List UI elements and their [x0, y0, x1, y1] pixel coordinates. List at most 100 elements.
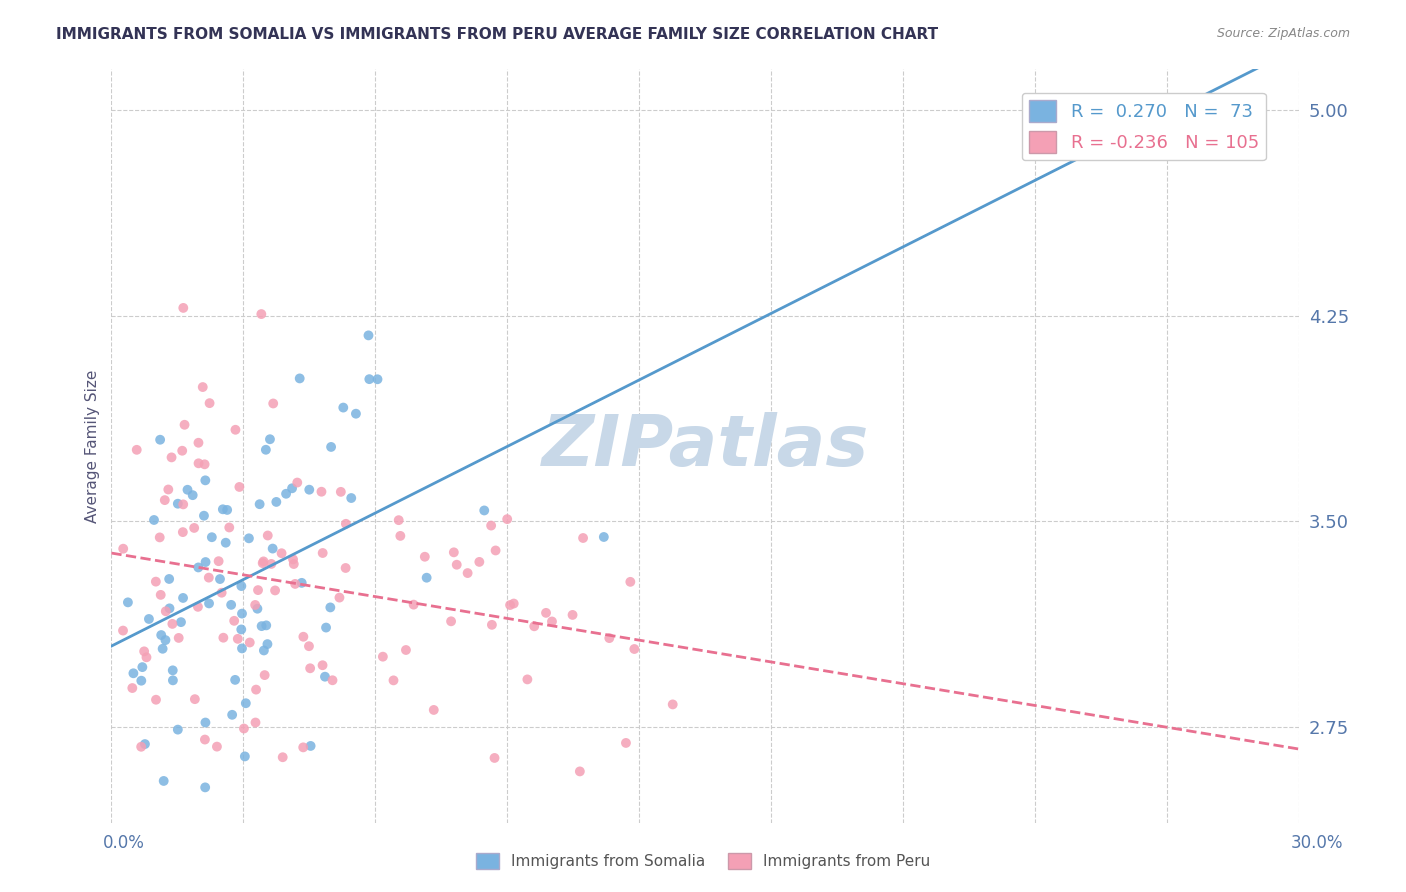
Point — [152, 641, 174, 656]
Point — [224, 673, 246, 687]
Point — [219, 598, 242, 612]
Point — [157, 572, 180, 586]
Point — [259, 432, 281, 446]
Point — [623, 642, 645, 657]
Point — [298, 639, 321, 653]
Point — [329, 484, 352, 499]
Point — [172, 525, 194, 540]
Point — [245, 682, 267, 697]
Point — [250, 619, 273, 633]
Point — [340, 491, 363, 505]
Point — [250, 307, 273, 321]
Point — [319, 440, 342, 454]
Point — [155, 633, 177, 648]
Point — [194, 715, 217, 730]
Point — [145, 574, 167, 589]
Point — [183, 521, 205, 535]
Point — [157, 483, 180, 497]
Legend: Immigrants from Somalia, Immigrants from Peru: Immigrants from Somalia, Immigrants from… — [470, 847, 936, 875]
Point — [402, 598, 425, 612]
Point — [122, 666, 145, 681]
Point — [247, 583, 270, 598]
Point — [479, 518, 502, 533]
Point — [121, 681, 143, 695]
Point — [468, 555, 491, 569]
Point — [159, 601, 181, 615]
Point — [541, 615, 564, 629]
Point — [568, 764, 591, 779]
Point — [198, 396, 221, 410]
Point — [187, 599, 209, 614]
Point — [502, 597, 524, 611]
Point — [598, 631, 620, 645]
Point — [129, 739, 152, 754]
Point — [270, 546, 292, 560]
Point — [152, 774, 174, 789]
Point — [112, 624, 135, 638]
Point — [371, 649, 394, 664]
Point — [207, 554, 229, 568]
Point — [344, 407, 367, 421]
Point — [572, 531, 595, 545]
Point — [366, 372, 388, 386]
Point — [187, 435, 209, 450]
Point — [262, 396, 284, 410]
Point — [181, 488, 204, 502]
Point — [321, 673, 343, 688]
Point — [283, 557, 305, 571]
Point — [238, 531, 260, 545]
Point — [292, 740, 315, 755]
Point — [198, 571, 221, 585]
Point — [172, 591, 194, 605]
Point — [112, 541, 135, 556]
Point — [134, 737, 156, 751]
Point — [446, 558, 468, 572]
Point — [457, 566, 479, 580]
Point — [395, 643, 418, 657]
Point — [162, 673, 184, 688]
Point — [561, 607, 583, 622]
Point — [614, 736, 637, 750]
Point — [149, 530, 172, 544]
Text: ZIPatlas: ZIPatlas — [541, 411, 869, 481]
Point — [499, 598, 522, 612]
Point — [523, 619, 546, 633]
Point — [173, 417, 195, 432]
Point — [149, 588, 172, 602]
Point — [194, 555, 217, 569]
Point — [167, 631, 190, 645]
Point — [252, 554, 274, 568]
Point — [176, 483, 198, 497]
Point — [231, 579, 253, 593]
Point — [359, 372, 381, 386]
Point — [135, 650, 157, 665]
Text: IMMIGRANTS FROM SOMALIA VS IMMIGRANTS FROM PERU AVERAGE FAMILY SIZE CORRELATION : IMMIGRANTS FROM SOMALIA VS IMMIGRANTS FR… — [56, 27, 938, 42]
Point — [335, 561, 357, 575]
Point — [246, 601, 269, 615]
Point — [481, 617, 503, 632]
Point — [211, 502, 233, 516]
Point — [319, 600, 342, 615]
Point — [335, 516, 357, 531]
Point — [218, 520, 240, 534]
Point — [298, 483, 321, 497]
Point — [413, 549, 436, 564]
Point — [191, 380, 214, 394]
Point — [534, 606, 557, 620]
Point — [484, 751, 506, 765]
Point — [252, 556, 274, 570]
Point — [208, 572, 231, 586]
Point — [484, 543, 506, 558]
Point — [243, 598, 266, 612]
Point — [239, 635, 262, 649]
Point — [145, 692, 167, 706]
Point — [260, 557, 283, 571]
Point — [172, 301, 194, 315]
Point — [292, 630, 315, 644]
Point — [256, 528, 278, 542]
Point — [228, 480, 250, 494]
Point — [271, 750, 294, 764]
Point — [314, 670, 336, 684]
Point — [357, 328, 380, 343]
Point — [516, 673, 538, 687]
